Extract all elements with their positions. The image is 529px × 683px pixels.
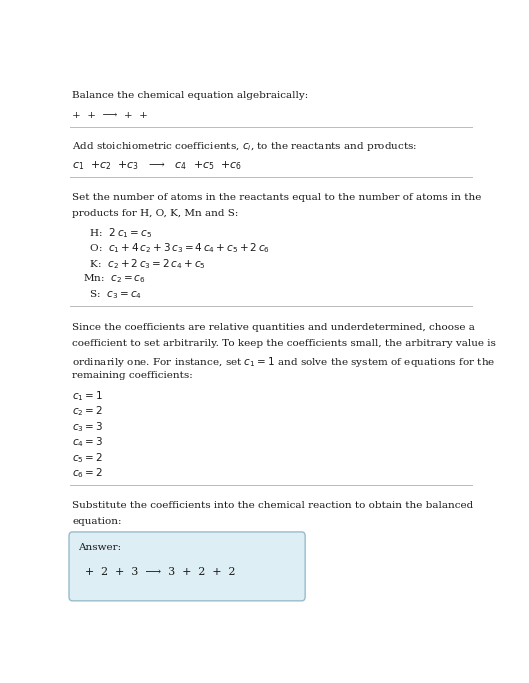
Text: Answer:: Answer: xyxy=(78,544,121,553)
Text: $c_5 = 2$: $c_5 = 2$ xyxy=(72,451,103,464)
Text: equation:: equation: xyxy=(72,517,122,526)
Text: products for H, O, K, Mn and S:: products for H, O, K, Mn and S: xyxy=(72,209,239,219)
Text: K:  $c_2 + 2\,c_3 = 2\,c_4 + c_5$: K: $c_2 + 2\,c_3 = 2\,c_4 + c_5$ xyxy=(83,257,205,271)
Text: remaining coefficients:: remaining coefficients: xyxy=(72,372,193,380)
Text: $c_3 = 3$: $c_3 = 3$ xyxy=(72,420,103,434)
Text: $c_2 = 2$: $c_2 = 2$ xyxy=(72,404,103,418)
Text: Substitute the coefficients into the chemical reaction to obtain the balanced: Substitute the coefficients into the che… xyxy=(72,501,473,510)
Text: +  2  +  3  ⟶  3  +  2  +  2: + 2 + 3 ⟶ 3 + 2 + 2 xyxy=(78,567,235,577)
Text: +  +  ⟶  +  +: + + ⟶ + + xyxy=(72,111,148,120)
Text: $c_4 = 3$: $c_4 = 3$ xyxy=(72,435,103,449)
Text: Mn:  $c_2 = c_6$: Mn: $c_2 = c_6$ xyxy=(83,273,145,285)
Text: Balance the chemical equation algebraically:: Balance the chemical equation algebraica… xyxy=(72,92,308,100)
Text: $c_6 = 2$: $c_6 = 2$ xyxy=(72,466,103,480)
Text: $c_1 = 1$: $c_1 = 1$ xyxy=(72,389,103,403)
FancyBboxPatch shape xyxy=(69,532,305,601)
Text: O:  $c_1 + 4\,c_2 + 3\,c_3 = 4\,c_4 + c_5 + 2\,c_6$: O: $c_1 + 4\,c_2 + 3\,c_3 = 4\,c_4 + c_5… xyxy=(83,242,269,255)
Text: coefficient to set arbitrarily. To keep the coefficients small, the arbitrary va: coefficient to set arbitrarily. To keep … xyxy=(72,339,496,348)
Text: Since the coefficients are relative quantities and underdetermined, choose a: Since the coefficients are relative quan… xyxy=(72,322,475,332)
Text: $c_1$  +$c_2$  +$c_3$   ⟶   $c_4$  +$c_5$  +$c_6$: $c_1$ +$c_2$ +$c_3$ ⟶ $c_4$ +$c_5$ +$c_6… xyxy=(72,159,242,172)
Text: ordinarily one. For instance, set $c_1 = 1$ and solve the system of equations fo: ordinarily one. For instance, set $c_1 =… xyxy=(72,355,496,369)
Text: Set the number of atoms in the reactants equal to the number of atoms in the: Set the number of atoms in the reactants… xyxy=(72,193,481,202)
Text: S:  $c_3 = c_4$: S: $c_3 = c_4$ xyxy=(83,288,142,301)
Text: H:  $2\,c_1 = c_5$: H: $2\,c_1 = c_5$ xyxy=(83,226,151,240)
Text: Add stoichiometric coefficients, $c_i$, to the reactants and products:: Add stoichiometric coefficients, $c_i$, … xyxy=(72,140,417,153)
